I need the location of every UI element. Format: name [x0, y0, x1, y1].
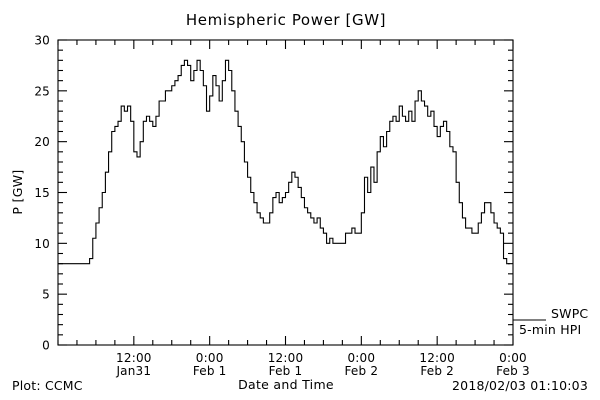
x-tick-label-date: Feb 1	[269, 364, 303, 378]
x-tick-label-date: Feb 2	[344, 364, 378, 378]
y-tick-label: 30	[34, 34, 50, 48]
x-tick-label-time: 12:00	[116, 351, 152, 365]
y-tick-label: 10	[34, 237, 50, 251]
x-tick-label-time: 12:00	[419, 351, 455, 365]
x-tick-label-date: Feb 3	[496, 364, 530, 378]
x-tick-label-time: 12:00	[268, 351, 304, 365]
y-tick-label: 5	[42, 288, 50, 302]
y-axis-tick-labels: 0 5 10 15 20 25 30	[34, 34, 50, 353]
y-tick-label: 0	[42, 339, 50, 353]
y-axis-title: P [GW]	[10, 169, 25, 214]
y-axis-ticks	[58, 39, 513, 346]
x-axis-title: Date and Time	[238, 377, 334, 392]
y-tick-label: 25	[34, 84, 50, 98]
legend: SWPC 5-min HPI	[513, 306, 588, 337]
footer-timestamp: 2018/02/03 01:10:03	[452, 378, 588, 393]
data-series-group	[58, 59, 510, 265]
chart-title: Hemispheric Power [GW]	[186, 11, 386, 29]
x-axis-ticks	[57, 40, 514, 345]
x-tick-label-time: 0:00	[196, 351, 224, 365]
y-tick-label: 20	[34, 135, 50, 149]
x-tick-label-date: Jan31	[115, 364, 151, 378]
x-tick-label-time: 0:00	[347, 351, 375, 365]
footer-plot-source: Plot: CCMC	[12, 378, 83, 393]
x-tick-label-time: 0:00	[499, 351, 527, 365]
legend-label-hpi: 5-min HPI	[519, 322, 581, 337]
x-tick-label-date: Feb 2	[420, 364, 454, 378]
legend-label-swpc: SWPC	[551, 306, 588, 321]
y-tick-label: 15	[34, 186, 50, 200]
data-series-line	[58, 59, 510, 265]
x-tick-label-date: Feb 1	[193, 364, 227, 378]
